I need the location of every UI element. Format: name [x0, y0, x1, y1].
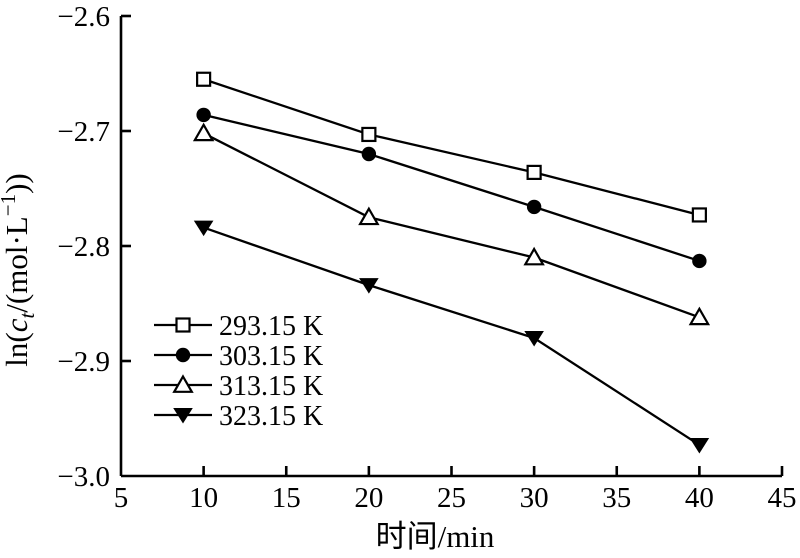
series-3-marker	[193, 220, 214, 237]
series-3-marker	[359, 278, 379, 294]
legend-marker-3	[173, 408, 193, 424]
x-tick-label: 25	[437, 482, 466, 514]
series-1-marker	[526, 199, 542, 215]
x-tick-label: 15	[272, 482, 301, 514]
y-axis-title: ln(ct/(mol·L−1))	[0, 173, 39, 366]
series-3-marker	[524, 331, 544, 347]
x-tick-label: 40	[685, 482, 714, 514]
x-axis-title: 时间/min	[376, 519, 495, 554]
x-tick-label: 10	[189, 482, 218, 514]
series-2-marker	[192, 122, 215, 142]
x-tick-label: 30	[520, 482, 549, 514]
legend-label-1: 303.15 K	[219, 341, 323, 372]
legend-item-1: 303.15 K	[154, 341, 323, 372]
legend-marker-0	[175, 317, 191, 333]
series-line-2	[203, 132, 700, 319]
y-tick-label: −2.6	[57, 1, 110, 33]
series-1-marker	[692, 253, 707, 269]
series-1-marker	[361, 146, 377, 162]
legend-marker-1	[175, 347, 191, 363]
series-0-marker	[691, 207, 707, 223]
x-tick-label: 35	[602, 482, 631, 514]
x-tick-label: 5	[114, 482, 129, 514]
legend-label-3: 323.15 K	[219, 401, 323, 432]
series-2-marker	[688, 306, 711, 326]
legend-label-0: 293.15 K	[219, 311, 323, 342]
legend-item-2: 313.15 K	[154, 371, 323, 402]
series-line-0	[203, 78, 700, 217]
y-tick-label: −2.8	[57, 231, 110, 263]
series-1-marker	[196, 107, 211, 123]
legend-marker-2	[172, 374, 194, 393]
series-line-3	[203, 226, 700, 446]
y-tick-label: −2.7	[57, 116, 110, 148]
series-2-marker	[358, 206, 380, 226]
x-tick-label: 20	[354, 482, 383, 514]
series-0-marker	[361, 126, 377, 143]
legend-item-3: 323.15 K	[154, 401, 323, 432]
x-tick-label: 45	[768, 482, 797, 514]
series-3-marker	[689, 437, 710, 454]
y-tick-label: −3.0	[57, 461, 110, 493]
series-2-marker	[523, 246, 545, 266]
series-0-marker	[526, 164, 542, 180]
legend-item-0: 293.15 K	[154, 311, 323, 342]
y-tick-label: −2.9	[57, 346, 110, 378]
legend-label-2: 313.15 K	[219, 371, 323, 402]
series-0-marker	[196, 71, 212, 87]
series-line-1	[203, 113, 700, 263]
